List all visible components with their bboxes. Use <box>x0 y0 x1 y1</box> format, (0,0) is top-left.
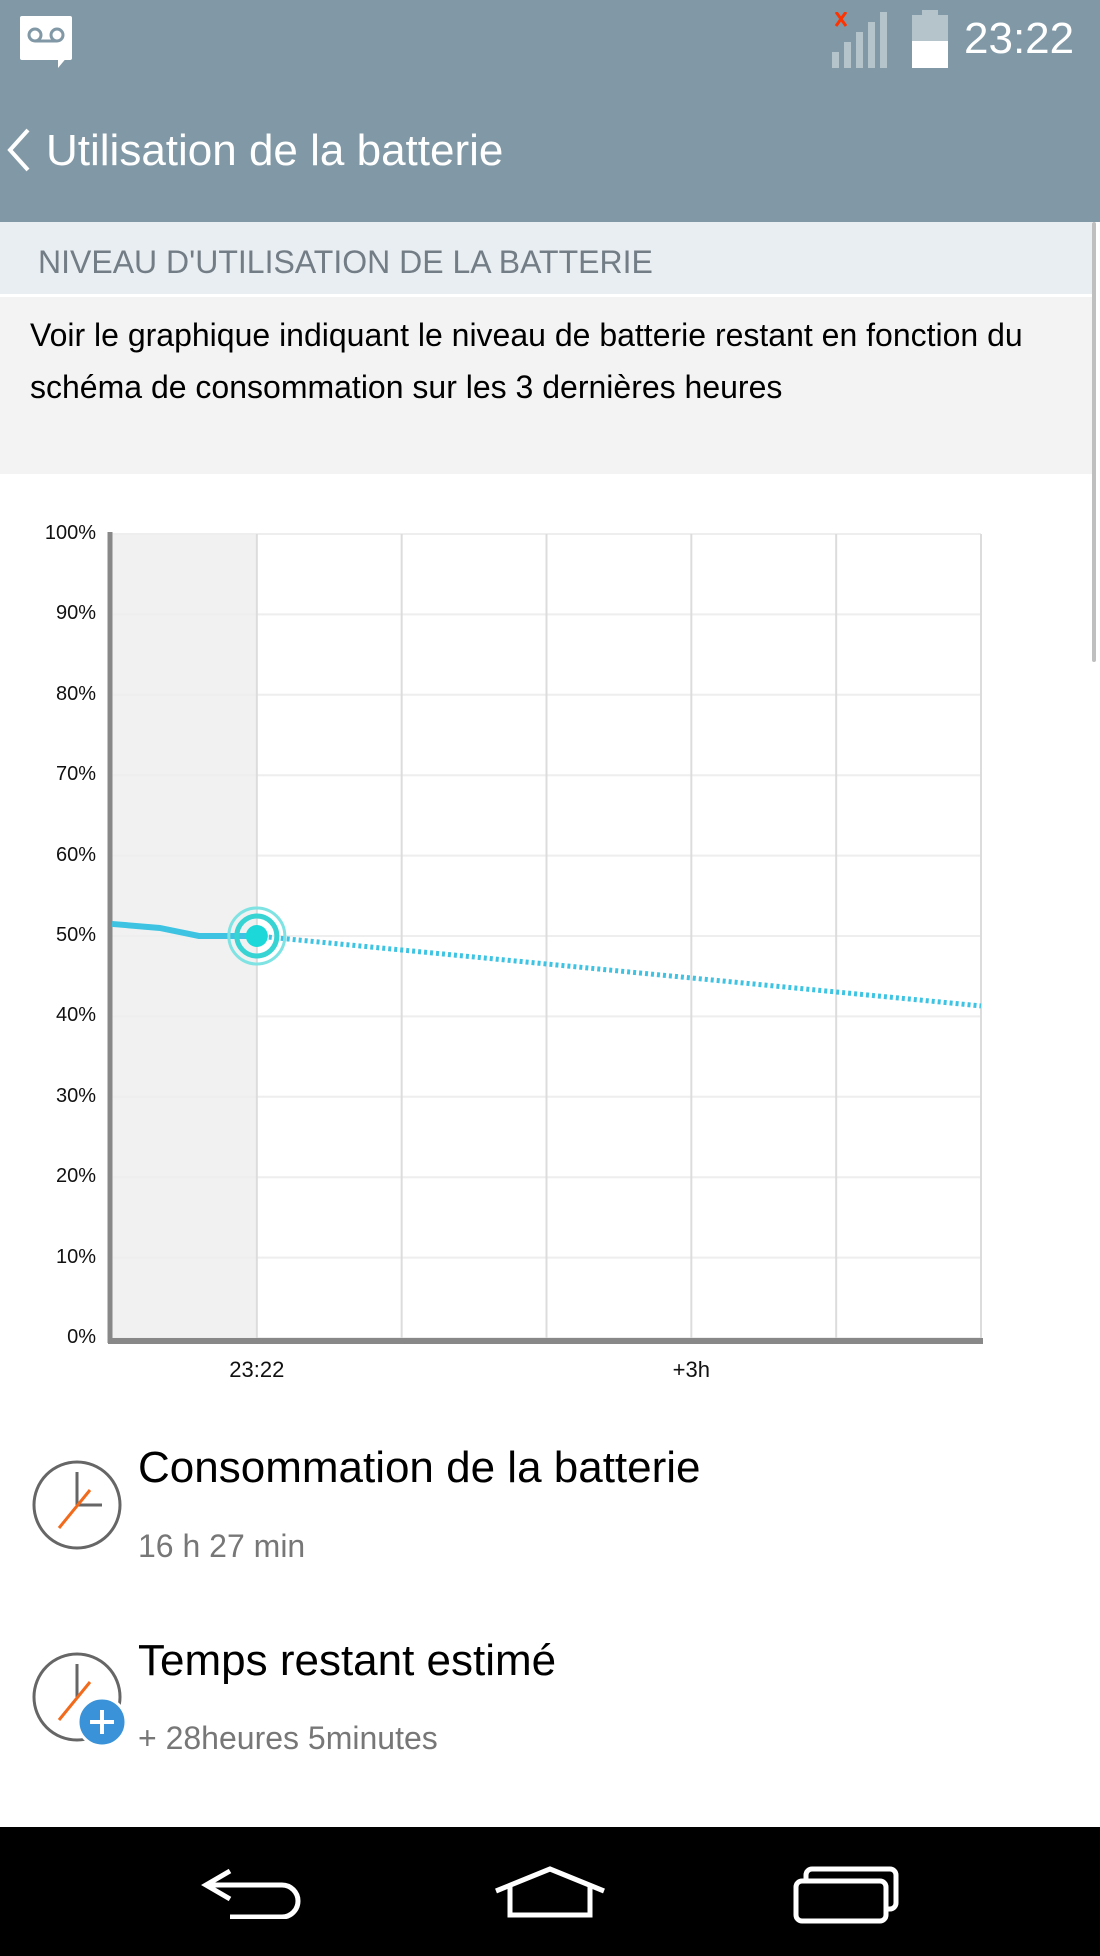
battery-half-icon <box>912 10 948 68</box>
battery-usage-value: 16 h 27 min <box>138 1528 306 1564</box>
y-tick-label: 10% <box>55 1245 96 1268</box>
y-tick-label: 80% <box>55 682 96 705</box>
clock-plus-icon <box>32 1652 128 1748</box>
y-tick-label: 30% <box>55 1084 96 1107</box>
battery-chart <box>107 532 983 1344</box>
recents-icon[interactable] <box>792 1865 902 1925</box>
y-tick-label: 20% <box>55 1165 96 1188</box>
y-tick-label: 90% <box>55 602 96 625</box>
scrollbar[interactable] <box>1092 222 1096 662</box>
navigation-bar <box>0 1827 1100 1956</box>
voicemail-icon <box>20 16 72 68</box>
y-tick-label: 50% <box>55 924 96 946</box>
y-tick-label: 0% <box>67 1326 96 1348</box>
remaining-time-title: Temps restant estimé <box>138 1636 557 1685</box>
section-title: NIVEAU D'UTILISATION DE LA BATTERIE <box>38 244 653 280</box>
section-description: Voir le graphique indiquant le niveau de… <box>0 297 1092 474</box>
chevron-left-icon[interactable] <box>6 128 32 172</box>
marker-outer-ring <box>227 906 287 966</box>
back-nav-icon[interactable] <box>200 1865 306 1919</box>
remaining-time-value: + 28heures 5minutes <box>138 1720 438 1756</box>
y-tick-label: 40% <box>55 1004 96 1027</box>
current-level-marker <box>245 925 268 947</box>
home-icon[interactable] <box>492 1865 608 1919</box>
clock-icon <box>32 1460 122 1550</box>
signal-no-service-icon <box>832 12 887 68</box>
marker-inner-ring <box>234 913 280 959</box>
section-header: NIVEAU D'UTILISATION DE LA BATTERIE <box>0 222 1092 294</box>
battery-usage-title: Consommation de la batterie <box>138 1443 701 1492</box>
y-tick-label: 70% <box>55 763 96 786</box>
status-time: 23:22 <box>964 14 1075 63</box>
description-text: Voir le graphique indiquant le niveau de… <box>30 317 1023 405</box>
x-tick-label: +3h <box>672 1357 710 1382</box>
y-tick-label: 60% <box>55 843 96 866</box>
x-tick-label: 23:22 <box>229 1357 285 1382</box>
projected-line <box>256 933 982 1009</box>
page-title: Utilisation de la batterie <box>46 126 504 175</box>
y-tick-label: 100% <box>44 522 96 544</box>
